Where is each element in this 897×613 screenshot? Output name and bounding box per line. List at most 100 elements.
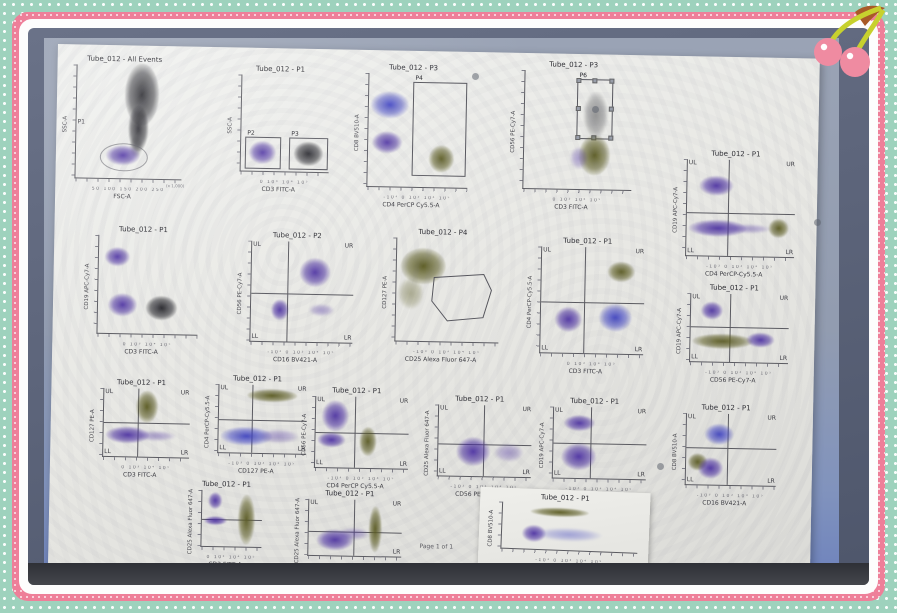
cell-population xyxy=(554,306,583,333)
analysis-worksheet-page: Tube_012 - All Events SSC-A P1 50 100 15… xyxy=(47,44,820,581)
x-axis-label: CD3 FITC-A xyxy=(568,367,603,376)
plot-area: UL UR LL LR xyxy=(313,396,410,470)
quadrant-label-lr: LR xyxy=(392,548,401,556)
cell-population xyxy=(359,426,377,457)
plot-area: UL UR LL LR xyxy=(249,240,355,344)
y-axis-label: CD19 APC-Cy7-A xyxy=(83,263,91,311)
quadrant-label-lr: LR xyxy=(785,249,794,257)
cell-population xyxy=(704,423,734,446)
quadrant-label-ll: LL xyxy=(219,444,227,452)
y-axis-label: CD25 Alexa Fluor 647-A xyxy=(423,410,432,477)
quadrant-label-lr: LR xyxy=(399,460,408,468)
plot-p1-cd4-cd3: Tube_012 - P1 CD4 PerCP-Cy5.5-A UL UR LL… xyxy=(523,236,651,376)
cell-population xyxy=(428,145,455,173)
quadrant-label-ur: UR xyxy=(635,248,645,256)
quadrant-label-lr: LR xyxy=(634,346,643,354)
quadrant-divider xyxy=(286,241,289,342)
plot-area: P6 xyxy=(522,69,634,192)
quadrant-label-ul: UL xyxy=(317,396,326,404)
polygon-gate xyxy=(431,274,492,322)
plot-area: UL UR LL LR xyxy=(217,384,308,455)
quadrant-divider xyxy=(727,159,730,256)
x-axis-label: CD16 BV421-A xyxy=(702,499,747,508)
cell-population xyxy=(700,301,724,320)
y-axis-label: CD25 Alexa Fluor 647-A xyxy=(294,498,302,564)
y-axis-label: SSC-A xyxy=(227,117,234,135)
plot-p1-cd25-cd56: Tube_012 - P1 CD25 Alexa Fluor 647-A UL … xyxy=(420,394,537,499)
page-footer: Page 1 of 1 xyxy=(419,543,454,551)
cell-population xyxy=(248,140,277,165)
lens-dust-spot xyxy=(592,106,599,113)
cell-population xyxy=(563,414,595,432)
monitor-screen: Tube_012 - All Events SSC-A P1 50 100 15… xyxy=(44,38,839,581)
quadrant-divider xyxy=(553,442,647,445)
quadrant-label-ul: UL xyxy=(220,384,229,392)
quadrant-label-ur: UR xyxy=(180,389,190,397)
gate-P3-label: P3 xyxy=(291,130,299,138)
plot-title: Tube_012 - P2 xyxy=(272,231,322,241)
plot-area xyxy=(394,237,501,344)
quadrant-label-lr: LR xyxy=(522,468,530,477)
desk-surface xyxy=(28,563,869,585)
plot-area: P4 xyxy=(366,72,470,189)
axis-scale-note: (x 1,000) xyxy=(166,183,185,189)
cherry-icon xyxy=(814,38,842,66)
cell-population xyxy=(104,246,131,267)
quadrant-label-ur: UR xyxy=(399,397,409,405)
quadrant-label-ur: UR xyxy=(786,161,795,169)
y-axis-label: CD56 PE-Cy7-A xyxy=(509,110,517,153)
cell-population xyxy=(746,332,775,348)
cherry-decoration xyxy=(814,5,886,77)
plot-title: Tube_012 - P1 xyxy=(118,225,168,235)
quadrant-divider xyxy=(541,301,645,305)
lens-dust-spot xyxy=(472,73,479,80)
y-axis-label: CD19 APC-Cy7-A xyxy=(538,422,546,469)
quadrant-label-ll: LL xyxy=(553,469,561,477)
lens-dust-spot xyxy=(657,463,664,470)
plot-p3-cd8-cd4: Tube_012 - P3 CD8 BV510-A P4 -10³ 0 10³ … xyxy=(350,63,475,210)
plot-area: UL UR LL LR xyxy=(436,404,533,479)
quadrant-divider xyxy=(690,325,789,329)
quadrant-label-ul: UL xyxy=(310,498,319,507)
cell-population xyxy=(317,432,346,448)
plot-p1-cd25-cd3: Tube_012 - P1 CD25 Alexa Fluor 647-A 0 1… xyxy=(184,480,268,570)
quadrant-label-ll: LL xyxy=(438,467,446,475)
quadrant-label-ur: UR xyxy=(522,405,532,414)
plot-title: Tube_012 - P1 xyxy=(709,283,759,293)
quadrant-label-ur: UR xyxy=(344,242,354,250)
x-axis-label: CD127 PE-A xyxy=(237,467,274,476)
quadrant-label-ll: LL xyxy=(251,332,259,340)
plot-p1-cd127-cd3: Tube_012 - P1 CD127 PE-A UL UR LL LR 0 1… xyxy=(86,378,196,480)
cell-population xyxy=(208,491,223,510)
cell-population xyxy=(607,261,635,283)
cell-population xyxy=(107,293,138,317)
y-axis-label: CD19 APC-Cy7-A xyxy=(672,187,680,234)
cell-population xyxy=(768,218,789,239)
y-axis-label: CD19 APC-Cy7-A xyxy=(676,307,684,355)
cell-population xyxy=(368,506,383,553)
cell-population xyxy=(293,141,324,167)
plot-area xyxy=(200,489,263,548)
cell-population xyxy=(299,257,331,288)
plot-title: Tube_012 - P1 xyxy=(202,479,252,489)
y-axis-label: SSC-A xyxy=(62,115,69,133)
plot-area: UL UR LL LR xyxy=(684,413,778,487)
plot-p1-cd19-cd25: Tube_012 - P1 CD19 APC-Cy7-A UL UR LL LR… xyxy=(535,396,652,501)
quadrant-label-ll: LL xyxy=(541,344,549,352)
cell-population xyxy=(135,390,159,423)
plot-title: Tube_012 - P1 xyxy=(563,236,613,246)
cell-population xyxy=(370,91,410,119)
plot-title: Tube_012 - P1 xyxy=(711,149,761,159)
plot-p1-cd8-cd16: Tube_012 - P1 CD8 BV510-A UL UR LL LR -1… xyxy=(668,403,782,508)
quadrant-label-ul: UL xyxy=(692,293,701,301)
quadrant-divider xyxy=(583,247,587,354)
y-axis-label: CD25 Alexa Fluor 647-A xyxy=(187,489,195,555)
cell-population xyxy=(535,526,603,543)
y-axis-label: CD8 BV510-A xyxy=(671,433,679,471)
plot-p1-ssc-cd3: Tube_012 - P1 SSC-A P2 P3 0 10³ 10⁴ 10⁵ xyxy=(223,64,335,194)
gate-P4: P4 xyxy=(411,75,468,177)
plot-area: UL UR LL LR xyxy=(551,406,648,481)
plot-title: Tube_012 - P1 xyxy=(116,378,167,388)
plot-area: UL UR LL LR xyxy=(102,387,191,459)
plot-title: Tube_012 - All Events xyxy=(87,54,163,65)
